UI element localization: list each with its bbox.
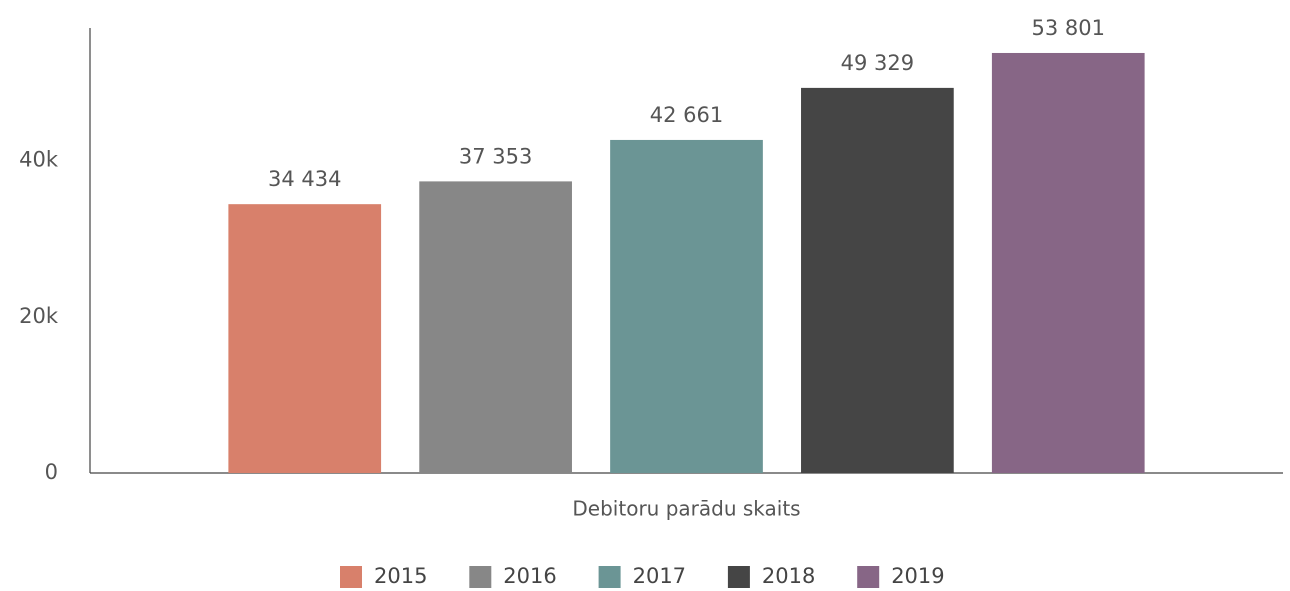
legend-label: 2017 (633, 564, 686, 588)
x-category-label: Debitoru parādu skaits (572, 497, 800, 521)
value-label: 49 329 (841, 51, 914, 75)
legend-swatch (598, 566, 621, 588)
value-label: 42 661 (650, 103, 723, 127)
legend-label: 2016 (503, 564, 556, 588)
legend-swatch (469, 566, 492, 588)
y-tick-label: 20k (19, 304, 59, 328)
legend-swatch (340, 566, 362, 588)
value-label: 53 801 (1032, 16, 1105, 40)
legend-swatch (857, 566, 880, 588)
legend-label: 2015 (374, 564, 427, 588)
value-label: 37 353 (459, 144, 532, 168)
bar (419, 181, 572, 474)
y-tick-label: 0 (45, 460, 58, 484)
bar (801, 87, 954, 473)
y-tick-label: 40k (19, 148, 59, 172)
bar (228, 204, 382, 473)
bar (991, 52, 1145, 474)
legend-label: 2018 (762, 564, 815, 588)
bar (610, 139, 763, 473)
legend-label: 2019 (891, 564, 944, 588)
value-label: 34 434 (268, 167, 341, 191)
legend-swatch (727, 566, 750, 588)
